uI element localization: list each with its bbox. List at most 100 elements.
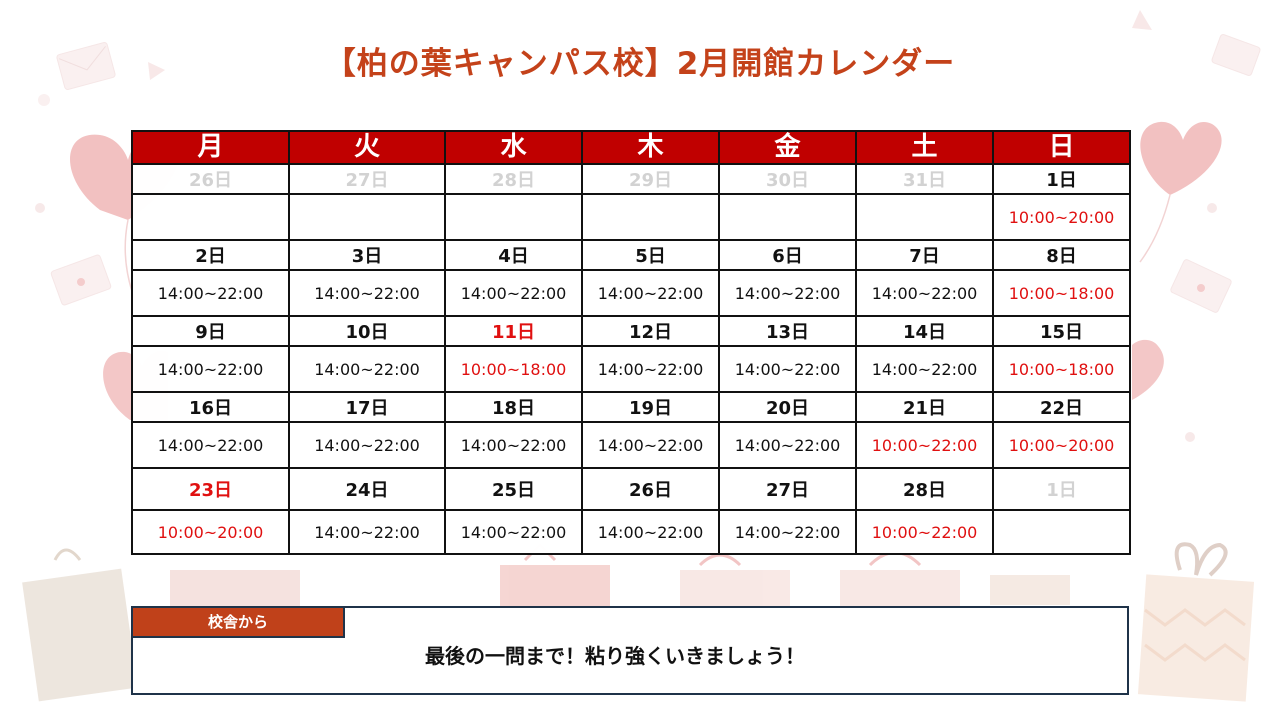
- hours-row: 14:00~22:00 14:00~22:00 14:00~22:00 14:0…: [131, 421, 1131, 469]
- date-cell: 21日: [855, 391, 994, 423]
- gift-box-icon: [1137, 542, 1255, 702]
- hours-cell: 14:00~22:00: [581, 509, 720, 555]
- gift-box-icon: [680, 553, 790, 610]
- calendar-table: 月 火 水 木 金 土 日 26日 27日 28日 29日 30日 31日 1日…: [131, 130, 1131, 555]
- hours-cell: [855, 193, 994, 241]
- hours-cell: 14:00~22:00: [855, 269, 994, 317]
- weekday-header: 火: [288, 130, 446, 164]
- hours-cell: 14:00~22:00: [288, 421, 446, 469]
- hours-cell: 14:00~22:00: [444, 269, 583, 317]
- hours-cell: 14:00~22:00: [718, 509, 857, 555]
- hours-cell: [444, 193, 583, 241]
- hours-cell: 10:00~20:00: [992, 193, 1131, 241]
- hours-cell: 14:00~22:00: [131, 269, 290, 317]
- date-cell: 13日: [718, 315, 857, 347]
- date-cell: 31日: [855, 163, 994, 195]
- hours-cell: 14:00~22:00: [288, 269, 446, 317]
- date-cell: 24日: [288, 467, 446, 511]
- hours-cell: 14:00~22:00: [581, 269, 720, 317]
- date-cell: 11日: [444, 315, 583, 347]
- date-cell: 18日: [444, 391, 583, 423]
- gift-box-icon: [500, 542, 610, 610]
- hours-cell: 14:00~22:00: [444, 421, 583, 469]
- date-cell: 15日: [992, 315, 1131, 347]
- hours-cell: 14:00~22:00: [718, 421, 857, 469]
- message-label: 校舎から: [133, 608, 345, 638]
- weekday-header-row: 月 火 水 木 金 土 日: [131, 130, 1131, 164]
- date-cell: 28日: [444, 163, 583, 195]
- hours-cell: [718, 193, 857, 241]
- date-cell: 12日: [581, 315, 720, 347]
- hours-cell: 14:00~22:00: [581, 345, 720, 393]
- hours-cell: 14:00~22:00: [444, 509, 583, 555]
- date-cell: 27日: [288, 163, 446, 195]
- date-cell: 4日: [444, 239, 583, 271]
- gift-box-icon: [990, 575, 1070, 605]
- date-cell: 7日: [855, 239, 994, 271]
- page-title: 【柏の葉キャンパス校】2月開館カレンダー: [324, 46, 956, 82]
- envelope-icon: [50, 254, 112, 306]
- date-cell: 26日: [581, 467, 720, 511]
- message-box: 校舎から 最後の一問まで！粘り強くいきましょう！: [131, 606, 1129, 695]
- weekday-header: 木: [581, 130, 720, 164]
- date-cell: 1日: [992, 163, 1131, 195]
- date-cell: 5日: [581, 239, 720, 271]
- hours-cell: 14:00~22:00: [718, 345, 857, 393]
- hours-cell: 10:00~20:00: [131, 509, 290, 555]
- gift-box-icon: [840, 551, 960, 610]
- date-cell: 30日: [718, 163, 857, 195]
- hours-row: 14:00~22:00 14:00~22:00 14:00~22:00 14:0…: [131, 269, 1131, 317]
- date-cell: 3日: [288, 239, 446, 271]
- date-cell: 8日: [992, 239, 1131, 271]
- hours-cell: [288, 193, 446, 241]
- hours-cell: [992, 509, 1131, 555]
- weekday-header: 金: [718, 130, 857, 164]
- date-cell: 14日: [855, 315, 994, 347]
- date-row: 2日 3日 4日 5日 6日 7日 8日: [131, 239, 1131, 271]
- date-cell: 23日: [131, 467, 290, 511]
- hours-cell: 10:00~18:00: [444, 345, 583, 393]
- hours-row: 10:00~20:00 14:00~22:00 14:00~22:00 14:0…: [131, 509, 1131, 555]
- hours-cell: 14:00~22:00: [131, 345, 290, 393]
- weekday-header: 月: [131, 130, 290, 164]
- hours-cell: 14:00~22:00: [288, 345, 446, 393]
- date-cell: 26日: [131, 163, 290, 195]
- date-cell: 10日: [288, 315, 446, 347]
- envelope-icon: [56, 42, 116, 90]
- message-text: 最後の一問まで！粘り強くいきましょう！: [425, 644, 805, 668]
- hours-cell: 10:00~22:00: [855, 421, 994, 469]
- hours-cell: 10:00~18:00: [992, 345, 1131, 393]
- hours-cell: 10:00~20:00: [992, 421, 1131, 469]
- date-cell: 20日: [718, 391, 857, 423]
- date-cell: 28日: [855, 467, 994, 511]
- hours-cell: 14:00~22:00: [581, 421, 720, 469]
- date-cell: 1日: [992, 467, 1131, 511]
- weekday-header: 日: [992, 130, 1131, 164]
- heart-balloon-icon: [1132, 339, 1164, 400]
- hours-cell: 14:00~22:00: [718, 269, 857, 317]
- date-cell: 16日: [131, 391, 290, 423]
- hours-cell: 14:00~22:00: [855, 345, 994, 393]
- date-cell: 17日: [288, 391, 446, 423]
- hours-cell: 10:00~18:00: [992, 269, 1131, 317]
- date-row: 23日 24日 25日 26日 27日 28日 1日: [131, 467, 1131, 511]
- date-cell: 27日: [718, 467, 857, 511]
- date-cell: 9日: [131, 315, 290, 347]
- date-cell: 2日: [131, 239, 290, 271]
- hours-cell: 10:00~22:00: [855, 509, 994, 555]
- date-cell: 29日: [581, 163, 720, 195]
- envelope-icon: [1170, 259, 1232, 313]
- envelope-icon: [1211, 34, 1261, 76]
- gift-box-icon: [22, 548, 138, 702]
- weekday-header: 水: [444, 130, 583, 164]
- date-cell: 6日: [718, 239, 857, 271]
- date-row: 26日 27日 28日 29日 30日 31日 1日: [131, 163, 1131, 195]
- date-cell: 19日: [581, 391, 720, 423]
- hours-cell: [581, 193, 720, 241]
- date-row: 9日 10日 11日 12日 13日 14日 15日: [131, 315, 1131, 347]
- hours-row: 10:00~20:00: [131, 193, 1131, 241]
- weekday-header: 土: [855, 130, 994, 164]
- date-row: 16日 17日 18日 19日 20日 21日 22日: [131, 391, 1131, 423]
- hours-cell: 14:00~22:00: [288, 509, 446, 555]
- date-cell: 22日: [992, 391, 1131, 423]
